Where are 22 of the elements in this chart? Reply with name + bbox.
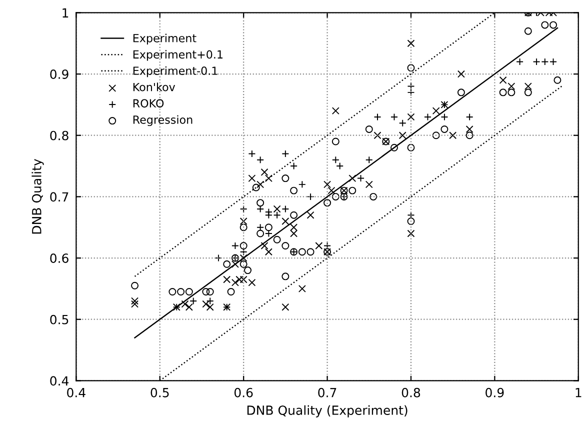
y-tick-label: 0.7 xyxy=(50,192,68,202)
legend-label: Kon'kov xyxy=(133,82,176,92)
y-axis-title: DNB Quality xyxy=(32,158,44,234)
legend-label: Experiment+0.1 xyxy=(133,50,223,61)
x-tick-label: 0.5 xyxy=(150,388,169,398)
legend-label: Regression xyxy=(133,115,192,126)
legend-label: ROKO xyxy=(133,99,164,108)
legend-label: Experiment-0.1 xyxy=(133,66,218,78)
x-tick-label: 0.6 xyxy=(234,388,253,398)
y-tick-label: 0.5 xyxy=(50,314,68,324)
y-tick-label: 0.4 xyxy=(50,376,69,386)
legend-label: Experiment xyxy=(133,34,196,44)
x-tick-label: 0.8 xyxy=(402,388,420,398)
y-tick-label: 0.9 xyxy=(50,69,68,79)
x-tick-label: 0.9 xyxy=(486,388,504,398)
y-tick-label: 0.8 xyxy=(50,130,68,140)
x-tick-label: 1 xyxy=(576,388,582,398)
y-tick-label: 1 xyxy=(62,8,68,18)
x-axis-title: DNB Quality (Experiment) xyxy=(247,405,408,418)
y-tick-label: 0.6 xyxy=(50,254,68,263)
x-tick-label: 0.4 xyxy=(67,388,86,398)
x-tick-label: 0.7 xyxy=(318,388,336,398)
